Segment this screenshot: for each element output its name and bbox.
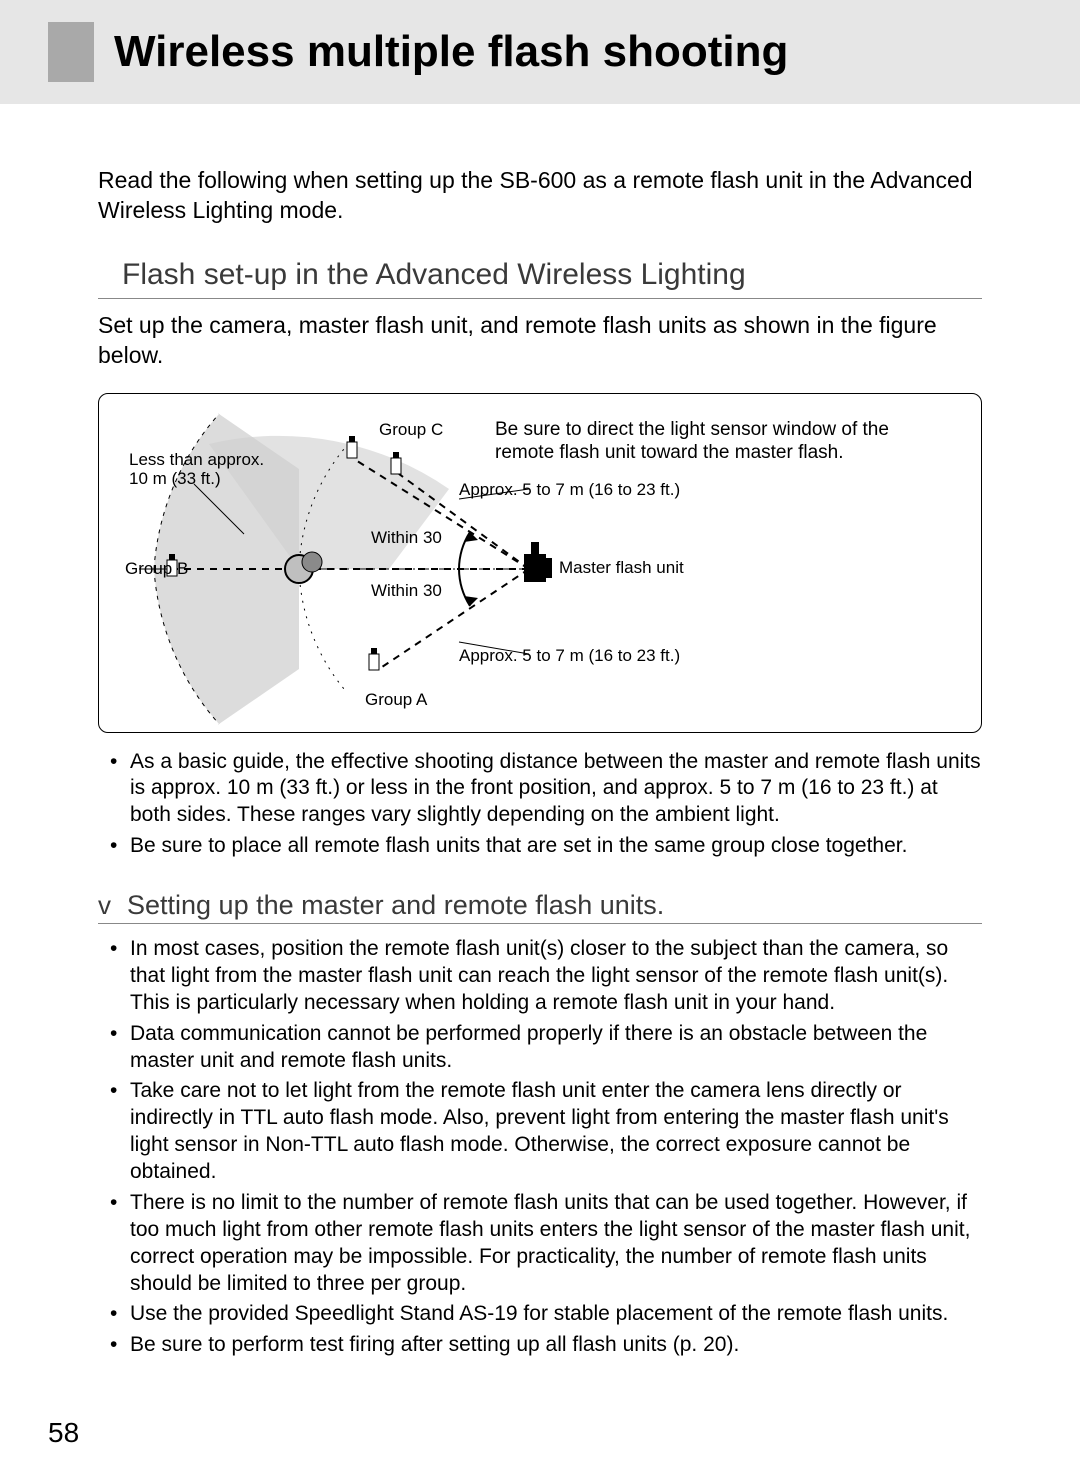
section-heading-units: v Setting up the master and remote flash… bbox=[98, 890, 982, 924]
page-number: 58 bbox=[48, 1417, 79, 1449]
flash-setup-diagram: Group C Less than approx. 10 m (33 ft.) … bbox=[98, 393, 982, 733]
diagram-label-master: Master flash unit bbox=[559, 558, 684, 578]
diagram-label-approx-top: Approx. 5 to 7 m (16 to 23 ft.) bbox=[459, 480, 680, 500]
page-title: Wireless multiple flash shooting bbox=[114, 27, 788, 77]
intro-text: Read the following when setting up the S… bbox=[98, 166, 982, 226]
title-accent-block bbox=[48, 22, 94, 82]
list-item: There is no limit to the number of remot… bbox=[98, 1190, 982, 1298]
section-marker: v bbox=[98, 890, 111, 921]
title-bar: Wireless multiple flash shooting bbox=[0, 0, 1080, 104]
section-heading-label: Setting up the master and remote flash u… bbox=[127, 890, 664, 921]
content: Read the following when setting up the S… bbox=[0, 166, 1080, 1359]
list-item: Take care not to let light from the remo… bbox=[98, 1078, 982, 1186]
diagram-label-approx-bot: Approx. 5 to 7 m (16 to 23 ft.) bbox=[459, 646, 680, 666]
diagram-label-less-than: Less than approx. 10 m (33 ft.) bbox=[129, 450, 279, 489]
list-item: In most cases, position the remote flash… bbox=[98, 936, 982, 1017]
bullets-units: In most cases, position the remote flash… bbox=[98, 936, 982, 1359]
diagram-label-within30-bot: Within 30 bbox=[371, 581, 442, 601]
list-item: Use the provided Speedlight Stand AS-19 … bbox=[98, 1301, 982, 1328]
diagram-label-sensor-note: Be sure to direct the light sensor windo… bbox=[495, 418, 915, 466]
section-body-setup: Set up the camera, master flash unit, an… bbox=[98, 311, 982, 371]
diagram-label-within30-top: Within 30 bbox=[371, 528, 442, 548]
section-heading-setup: Flash set-up in the Advanced Wireless Li… bbox=[98, 258, 982, 299]
diagram-label-group-c: Group C bbox=[379, 420, 443, 440]
diagram-label-group-b: Group B bbox=[125, 559, 188, 579]
list-item: As a basic guide, the effective shooting… bbox=[98, 749, 982, 830]
diagram-label-group-a: Group A bbox=[365, 690, 427, 710]
list-item: Data communication cannot be performed p… bbox=[98, 1021, 982, 1075]
list-item: Be sure to perform test firing after set… bbox=[98, 1332, 982, 1359]
bullets-setup: As a basic guide, the effective shooting… bbox=[98, 749, 982, 861]
page: Wireless multiple flash shooting Read th… bbox=[0, 0, 1080, 1483]
list-item: Be sure to place all remote flash units … bbox=[98, 833, 982, 860]
